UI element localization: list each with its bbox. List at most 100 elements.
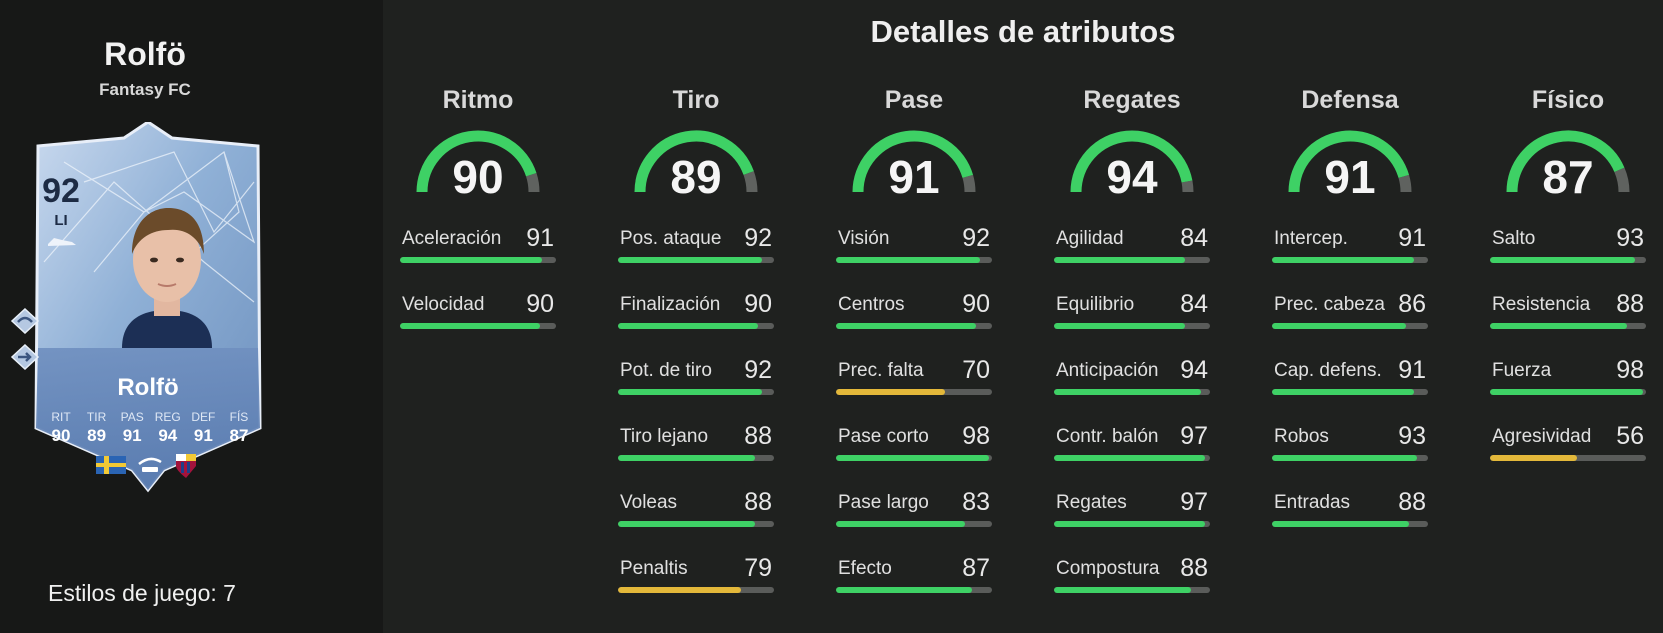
attribute-bar-fill [1272,521,1410,527]
attribute-bar [1272,389,1428,395]
attribute-label: Robos [1274,426,1329,447]
attribute-value: 91 [526,224,554,252]
attribute-label: Finalización [620,294,721,315]
category-rating: 91 [888,151,940,203]
attribute-bar [400,323,556,329]
attribute-label: Prec. falta [838,360,924,381]
attribute-value: 88 [1180,554,1208,582]
attribute-row[interactable]: Finalización 90 [618,290,774,340]
attribute-bar [836,521,992,527]
attribute-label: Efecto [838,558,892,579]
attribute-row[interactable]: Entradas 88 [1272,488,1428,538]
attribute-bar-fill [836,587,972,593]
attribute-row[interactable]: Visión 92 [836,224,992,274]
category-físico: Físico 87 Salto 93 Resistencia 88 Fuerza 98 Agre… [1490,0,1646,633]
playstyles-count[interactable]: Estilos de juego: 7 [48,580,236,606]
playstyle-icon[interactable] [10,308,40,334]
fc-barcelona-crest-icon [176,454,196,478]
card-background [34,122,262,493]
attribute-row[interactable]: Resistencia 88 [1490,290,1646,340]
attribute-bar [1490,455,1646,461]
gauge-track [1614,167,1630,193]
attribute-row[interactable]: Velocidad 90 [400,290,556,340]
attribute-row[interactable]: Salto 93 [1490,224,1646,274]
attribute-row[interactable]: Pot. de tiro 92 [618,356,774,406]
attribute-bar [1272,521,1428,527]
attribute-bar-fill [1054,521,1206,527]
gauge-fill [1070,130,1193,193]
attribute-row[interactable]: Contr. balón 97 [1054,422,1210,472]
attribute-row[interactable]: Centros 90 [836,290,992,340]
attribute-label: Voleas [620,492,678,513]
card-stat-label: DEF [191,410,216,424]
attribute-bar-fill [400,257,542,263]
attribute-bar-fill [618,389,762,395]
attribute-row[interactable]: Fuerza 98 [1490,356,1646,406]
attribute-row[interactable]: Anticipación 94 [1054,356,1210,406]
attribute-row[interactable]: Regates 97 [1054,488,1210,538]
attribute-bar-fill [836,257,980,263]
attribute-bar-fill [1054,323,1186,329]
category-title: Físico [1531,86,1605,114]
attribute-value: 88 [744,422,772,450]
attribute-row[interactable]: Pase largo 83 [836,488,992,538]
attribute-row[interactable]: Prec. falta 70 [836,356,992,406]
attribute-row[interactable]: Pase corto 98 [836,422,992,472]
attribute-row[interactable]: Compostura 88 [1054,554,1210,604]
attribute-bar-fill [618,521,756,527]
attribute-bar [836,389,992,395]
attribute-label: Fuerza [1492,360,1552,381]
card-position: LI [54,212,68,229]
attribute-label: Cap. defens. [1274,360,1382,381]
attribute-bar [1054,389,1210,395]
attribute-row[interactable]: Agilidad 84 [1054,224,1210,274]
card-stat-label: FÍS [229,410,249,424]
attribute-label: Resistencia [1492,294,1591,315]
attribute-bar [618,521,774,527]
attribute-bar-fill [1272,323,1407,329]
attribute-bar-fill [836,323,977,329]
attribute-bar-fill [1272,389,1414,395]
attribute-label: Agresividad [1492,426,1592,447]
attribute-label: Velocidad [402,294,485,315]
attribute-value: 93 [1398,422,1426,450]
attribute-row[interactable]: Pos. ataque 92 [618,224,774,274]
attribute-row[interactable]: Prec. cabeza 86 [1272,290,1428,340]
card-stat-value: 89 [87,426,107,445]
attribute-bar [836,257,992,263]
attribute-value: 87 [962,554,990,582]
attribute-bar [618,455,774,461]
attribute-label: Equilibrio [1056,294,1135,315]
attribute-row[interactable]: Voleas 88 [618,488,774,538]
attribute-bar [1054,587,1210,593]
player-card[interactable]: 92 LI Rolfö RIT TIR PAS REG DEF FÍS 90 8… [24,122,272,496]
attribute-row[interactable]: Penaltis 79 [618,554,774,604]
attribute-bar [1054,257,1210,263]
attribute-label: Prec. cabeza [1274,294,1385,315]
attribute-bar-fill [618,257,762,263]
gauge-fill [634,130,754,193]
gauge-track [962,174,976,193]
attribute-value: 91 [1398,224,1426,252]
attribute-bar [618,389,774,395]
liga-f-logo-icon [138,457,162,472]
attribute-row[interactable]: Tiro lejano 88 [618,422,774,472]
card-stat-labels: RIT TIR PAS REG DEF FÍS [44,410,256,424]
attribute-bar-fill [618,455,756,461]
attribute-value: 90 [526,290,554,318]
attribute-bar [400,257,556,263]
attribute-row[interactable]: Efecto 87 [836,554,992,604]
attribute-row[interactable]: Robos 93 [1272,422,1428,472]
attribute-bar-fill [618,323,759,329]
attribute-row[interactable]: Equilibrio 84 [1054,290,1210,340]
attribute-label: Intercep. [1274,228,1348,249]
attribute-row[interactable]: Aceleración 91 [400,224,556,274]
category-gauge [1070,130,1194,193]
playstyle-icon[interactable] [10,344,40,370]
attribute-row[interactable]: Intercep. 91 [1272,224,1428,274]
attribute-bar [1490,389,1646,395]
attribute-bar-fill [618,587,742,593]
attribute-row[interactable]: Cap. defens. 91 [1272,356,1428,406]
attribute-row[interactable]: Agresividad 56 [1490,422,1646,472]
attribute-bar [1054,323,1210,329]
